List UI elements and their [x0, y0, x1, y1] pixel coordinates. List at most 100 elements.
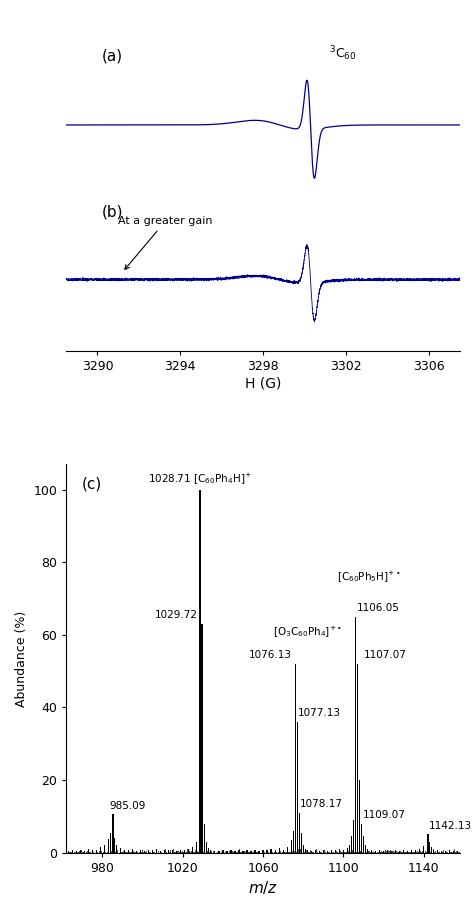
Bar — [435, 851, 436, 853]
Bar — [381, 851, 382, 853]
Bar — [187, 849, 188, 853]
Bar — [392, 851, 393, 853]
Bar — [385, 851, 386, 853]
Bar — [176, 851, 177, 853]
Text: [O$_{3}$C$_{60}$Ph$_{4}$]$^{+\bullet}$: [O$_{3}$C$_{60}$Ph$_{4}$]$^{+\bullet}$ — [273, 624, 342, 639]
Bar — [100, 847, 101, 853]
Bar — [297, 722, 298, 853]
Bar — [301, 833, 302, 853]
Bar — [453, 851, 455, 853]
Bar — [420, 851, 421, 853]
Bar — [105, 852, 106, 853]
Bar — [120, 848, 121, 853]
Bar — [189, 851, 190, 853]
Bar — [369, 852, 370, 853]
Bar — [411, 850, 412, 853]
Bar — [263, 850, 264, 853]
Bar — [192, 847, 193, 853]
Bar — [279, 848, 280, 853]
Bar — [448, 851, 449, 853]
Bar — [292, 851, 293, 853]
Bar — [457, 851, 458, 853]
Bar — [265, 852, 266, 853]
Bar — [363, 836, 364, 853]
Bar — [375, 851, 376, 853]
Bar — [92, 851, 93, 853]
Bar — [454, 849, 455, 853]
Y-axis label: Abundance (%): Abundance (%) — [15, 610, 28, 707]
Bar — [349, 845, 350, 853]
Bar — [148, 852, 149, 853]
Text: (b): (b) — [101, 205, 123, 219]
Bar — [156, 849, 157, 853]
Bar — [396, 852, 397, 853]
Bar — [386, 851, 387, 853]
Bar — [355, 617, 356, 853]
Bar — [353, 852, 354, 853]
Text: 1078.17: 1078.17 — [300, 799, 343, 809]
Bar — [172, 850, 173, 853]
Bar — [367, 849, 368, 853]
Bar — [106, 852, 107, 853]
Bar — [361, 824, 362, 853]
Bar — [250, 851, 252, 853]
Bar — [110, 833, 111, 853]
Text: (a): (a) — [101, 49, 123, 63]
Bar — [271, 850, 272, 853]
Bar — [437, 851, 438, 853]
Bar — [319, 852, 320, 853]
Bar — [90, 852, 91, 853]
Bar — [259, 851, 260, 853]
Bar — [114, 838, 115, 853]
Bar — [146, 850, 147, 853]
Bar — [441, 851, 442, 853]
Bar — [142, 850, 143, 853]
Bar — [207, 851, 208, 853]
Bar — [379, 850, 380, 853]
Bar — [108, 852, 109, 853]
Bar — [156, 849, 157, 853]
Bar — [355, 851, 356, 853]
Bar — [300, 849, 301, 853]
Bar — [208, 848, 210, 853]
Bar — [213, 851, 214, 853]
Bar — [391, 851, 392, 853]
Bar — [280, 852, 281, 853]
Bar — [458, 852, 459, 853]
Text: $^{3}$C$_{60}$: $^{3}$C$_{60}$ — [329, 44, 357, 63]
Bar — [239, 849, 240, 853]
Bar — [246, 850, 247, 853]
Bar — [158, 852, 159, 853]
Bar — [152, 851, 153, 853]
Bar — [96, 850, 97, 853]
Bar — [148, 850, 149, 853]
Text: [C$_{60}$Ph$_{5}$H]$^{+\bullet}$: [C$_{60}$Ph$_{5}$H]$^{+\bullet}$ — [337, 570, 401, 584]
Bar — [164, 852, 165, 853]
Bar — [283, 852, 284, 853]
Bar — [124, 851, 125, 853]
Bar — [178, 851, 179, 853]
Bar — [200, 851, 201, 853]
Bar — [202, 787, 203, 853]
Bar — [305, 849, 306, 853]
Bar — [263, 851, 264, 853]
Bar — [417, 851, 418, 853]
Bar — [165, 849, 166, 853]
Bar — [117, 851, 118, 853]
Bar — [368, 851, 369, 853]
Bar — [242, 851, 244, 853]
Bar — [419, 850, 420, 853]
Bar — [73, 850, 74, 853]
Bar — [301, 851, 302, 853]
Bar — [154, 852, 155, 853]
Text: 1142.13: 1142.13 — [428, 821, 472, 831]
Bar — [258, 851, 260, 853]
Bar — [347, 848, 348, 853]
Bar — [72, 850, 73, 853]
Bar — [422, 851, 423, 853]
Bar — [250, 851, 251, 853]
Bar — [72, 851, 73, 853]
Bar — [225, 852, 226, 853]
Bar — [197, 852, 198, 853]
Bar — [291, 840, 292, 853]
